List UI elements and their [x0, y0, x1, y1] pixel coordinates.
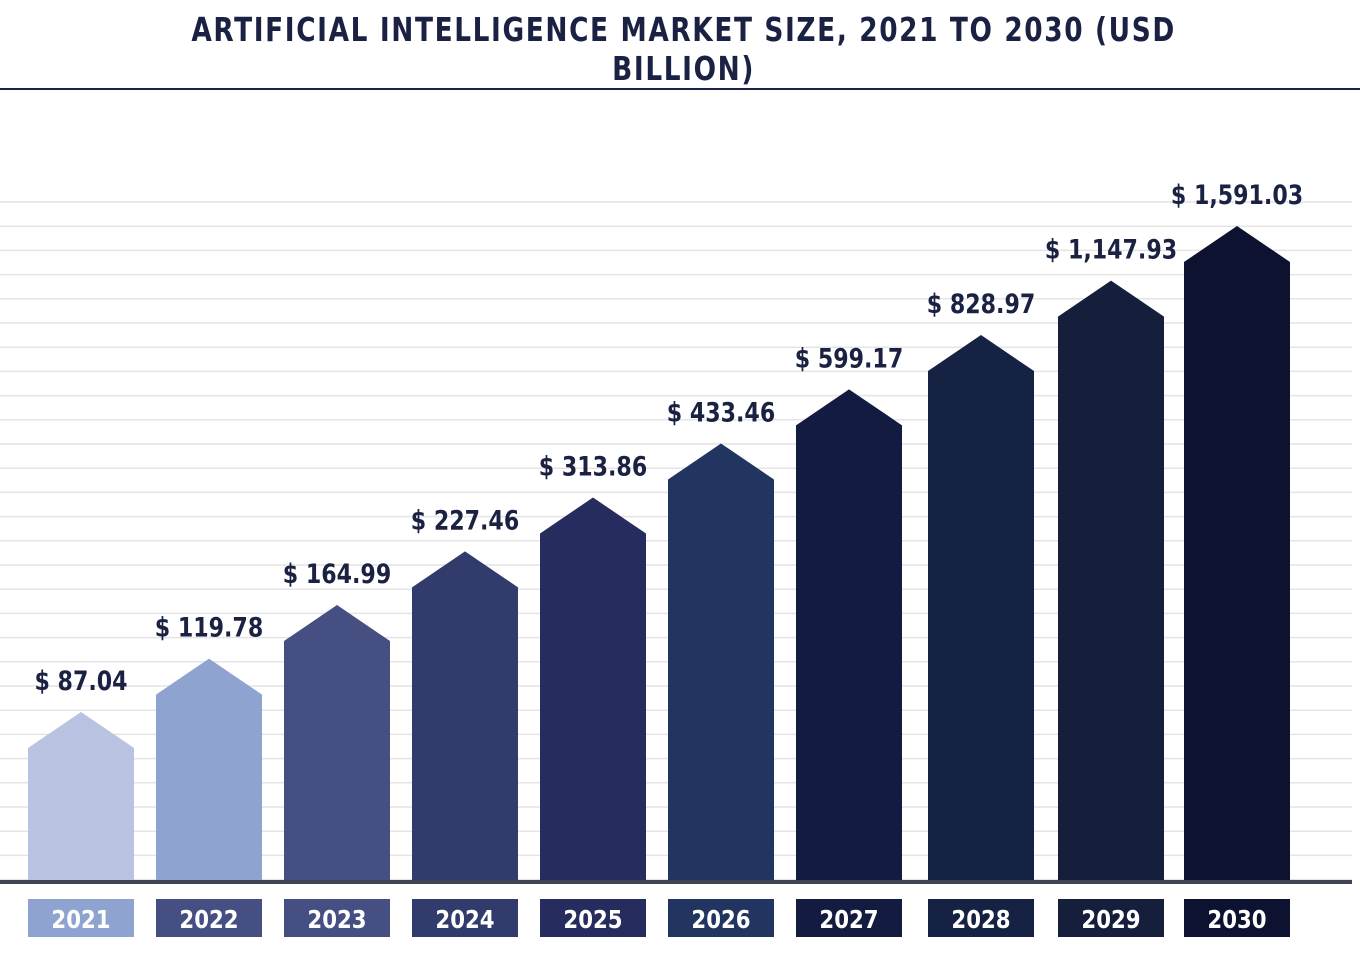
value-label-2027: $ 599.17: [795, 342, 903, 374]
bar-2023: [284, 605, 390, 880]
year-box-2028: [928, 899, 1034, 937]
year-box-2025: [540, 899, 646, 937]
year-box-2027: [796, 899, 902, 937]
year-label-2023: 2023: [307, 905, 366, 934]
year-labels: 2021 2022 2023 2024 2025 2026 2027 2028 2029 2030: [28, 899, 1290, 937]
value-label-2023: $ 164.99: [283, 558, 391, 590]
bar-2030: [1184, 226, 1290, 880]
bar-2027: [796, 389, 902, 880]
year-box-2022: [156, 899, 262, 937]
year-box-2029: [1058, 899, 1164, 937]
year-label-2030: 2030: [1207, 905, 1266, 934]
bar-2028: [928, 335, 1034, 880]
value-label-2021: $ 87.04: [34, 665, 127, 697]
year-label-2026: 2026: [691, 905, 750, 934]
bars: [28, 226, 1290, 880]
value-label-2030: $ 1,591.03: [1171, 179, 1303, 211]
bar-2026: [668, 443, 774, 880]
value-label-2022: $ 119.78: [155, 611, 263, 643]
bar-2025: [540, 497, 646, 880]
value-label-2024: $ 227.46: [411, 504, 519, 536]
value-label-2026: $ 433.46: [667, 396, 775, 428]
year-label-2028: 2028: [951, 905, 1010, 934]
year-box-2021: [28, 899, 134, 937]
bar-2022: [156, 658, 262, 880]
value-label-2028: $ 828.97: [927, 288, 1035, 320]
value-labels: $ 87.04 $ 119.78 $ 164.99 $ 227.46 $ 313.86 $…: [34, 179, 1303, 697]
bar-2021: [28, 712, 134, 880]
bar-2029: [1058, 280, 1164, 880]
chart-title: ARTIFICIAL INTELLIGENCE MARKET SIZE, 202…: [191, 10, 1176, 88]
year-box-2024: [412, 899, 518, 937]
bar-2024: [412, 551, 518, 880]
year-box-2023: [284, 899, 390, 937]
year-label-2029: 2029: [1081, 905, 1140, 934]
value-label-2029: $ 1,147.93: [1045, 233, 1177, 265]
value-label-2025: $ 313.86: [539, 450, 647, 482]
year-box-2026: [668, 899, 774, 937]
year-label-2024: 2024: [435, 905, 494, 934]
title-rule: [0, 88, 1360, 90]
year-box-2030: [1184, 899, 1290, 937]
year-label-2021: 2021: [51, 905, 110, 934]
year-label-2027: 2027: [819, 905, 878, 934]
year-label-2025: 2025: [563, 905, 622, 934]
year-label-2022: 2022: [179, 905, 238, 934]
